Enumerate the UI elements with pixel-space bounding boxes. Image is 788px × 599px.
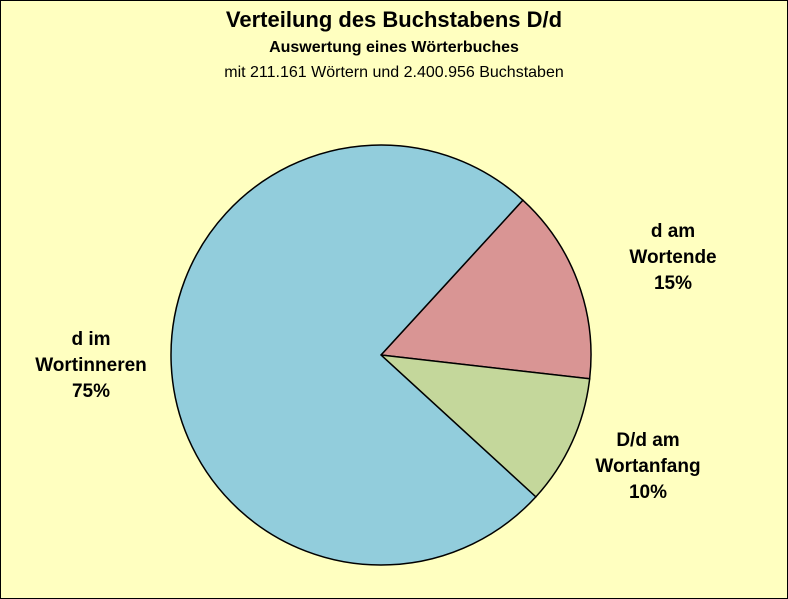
- slice-label-end-value: 15%: [653, 273, 693, 294]
- slice-label-middle: d im Wortinneren 75%: [11, 327, 171, 405]
- chart-subtitle: Auswertung eines Wörterbuches: [269, 39, 519, 56]
- slice-label-end: d am Wortende 15%: [593, 219, 753, 297]
- slice-label-start-value: 10%: [628, 482, 668, 503]
- slice-label-end-line1: d am: [650, 221, 696, 242]
- slice-label-middle-line2: Wortinneren: [35, 355, 147, 376]
- slice-label-middle-value: 75%: [71, 381, 111, 402]
- chart-caption: mit 211.161 Wörtern und 2.400.956 Buchst…: [224, 64, 564, 81]
- pie-slice-end: [379, 199, 592, 380]
- slice-label-start-line1: D/d am: [616, 430, 680, 451]
- slice-label-end-line2: Wortende: [629, 247, 717, 268]
- chart-title: Verteilung des Buchstabens D/d: [225, 7, 563, 32]
- slice-label-start-line2: Wortanfang: [595, 456, 701, 477]
- pie-slice-start: [378, 353, 591, 498]
- slice-label-middle-line1: d im: [71, 329, 111, 350]
- slice-label-start: D/d am Wortanfang 10%: [568, 428, 728, 506]
- pie-slice-middle: [170, 144, 537, 566]
